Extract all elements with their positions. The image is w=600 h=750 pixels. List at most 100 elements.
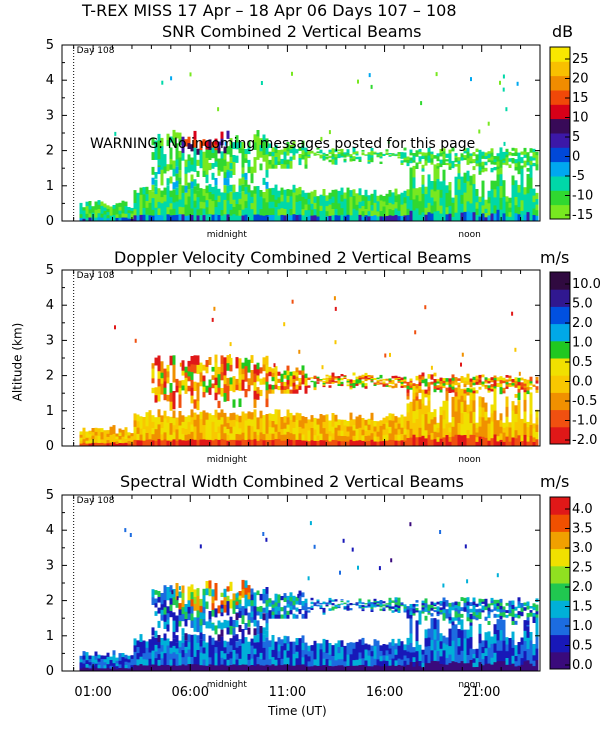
colorbar-frame-2 xyxy=(549,496,571,670)
colorbar-segment xyxy=(550,548,570,567)
x-tick-label: 01:00 xyxy=(74,685,111,700)
colorbar-tick-label: -0.5 xyxy=(572,394,597,409)
noon-label: noon xyxy=(458,680,480,690)
y-tick-label: 4 xyxy=(46,523,54,538)
doppler-units: m/s xyxy=(540,248,570,267)
y-tick-label: 1 xyxy=(46,629,54,644)
x-tick-label: 06:00 xyxy=(172,685,209,700)
colorbar-tick-label: 5 xyxy=(572,130,580,145)
colorbar-tick-label: 10 xyxy=(572,111,589,126)
colorbar-tick-label: 5.0 xyxy=(572,297,593,312)
colorbar-tick-label: 0.5 xyxy=(572,639,593,654)
y-tick-label: 5 xyxy=(46,263,54,278)
colorbar-tick-label: 0.0 xyxy=(572,375,593,390)
colorbar-segment xyxy=(550,514,570,532)
colorbar-segment xyxy=(550,358,570,376)
width-panel-title: Spectral Width Combined 2 Vertical Beams xyxy=(120,472,464,491)
colorbar-segment xyxy=(550,340,570,359)
y-tick-label: 5 xyxy=(46,38,54,53)
colorbar-tick-label: 0 xyxy=(572,150,580,165)
colorbar-segment xyxy=(550,651,570,670)
colorbar-tick-label: 0.0 xyxy=(572,658,593,673)
heatmap-layer xyxy=(79,71,539,672)
snr-panel-title: SNR Combined 2 Vertical Beams xyxy=(162,22,422,41)
colorbar-tick-label: -2.0 xyxy=(572,433,597,448)
colorbar-segment xyxy=(550,272,570,290)
y-tick-label: 3 xyxy=(46,333,54,348)
colorbar-tick-label: 15 xyxy=(572,91,589,106)
midnight-label: midnight xyxy=(207,680,248,690)
x-tick-label: 11:00 xyxy=(269,685,306,700)
colorbar-tick-label: 1.5 xyxy=(572,600,593,615)
colorbar-segment xyxy=(550,531,570,550)
width-units: m/s xyxy=(540,472,570,491)
y-tick-label: 2 xyxy=(46,369,54,384)
colorbar-segment xyxy=(550,118,570,134)
colorbar-segment xyxy=(550,375,570,393)
colorbar-segment xyxy=(550,497,570,515)
colorbar-segment xyxy=(550,104,570,120)
snr-units: dB xyxy=(552,22,574,41)
x-tick-label: 21:00 xyxy=(463,685,500,700)
colorbar-tick-label: -5 xyxy=(572,169,585,184)
colorbar-frame-0 xyxy=(549,46,571,220)
heatmap-panel-2 xyxy=(79,521,539,672)
y-tick-label: 3 xyxy=(46,558,54,573)
colorbar-segment xyxy=(550,61,570,77)
warning-message: WARNING: No incoming messages posted for… xyxy=(90,136,476,152)
noon-label: noon xyxy=(458,455,480,465)
colorbar-tick-label: 25 xyxy=(572,52,589,67)
x-tick-label: 16:00 xyxy=(366,685,403,700)
heatmap-panel-0 xyxy=(79,71,539,222)
y-tick-label: 0 xyxy=(46,664,54,679)
colorbar-segment xyxy=(550,392,570,411)
colorbar-tick-label: 1.0 xyxy=(572,619,593,634)
midnight-label: midnight xyxy=(207,455,248,465)
colorbar-tick-label: -10 xyxy=(572,189,593,204)
y-tick-label: 5 xyxy=(46,488,54,503)
colorbar-tick-label: -15 xyxy=(572,208,593,223)
y-tick-label: 2 xyxy=(46,144,54,159)
colorbar-tick-label: 2.0 xyxy=(572,580,593,595)
colorbar-segment xyxy=(550,634,570,653)
y-tick-label: 0 xyxy=(46,439,54,454)
colorbar-tick-label: 0.5 xyxy=(572,355,593,370)
colorbar-frame-1 xyxy=(549,271,571,445)
colorbar-tick-label: 10.0 xyxy=(572,277,600,292)
colorbar-tick-label: 3.0 xyxy=(572,541,593,556)
colorbar-segment xyxy=(550,133,570,148)
colorbar-segment xyxy=(550,565,570,584)
colorbar-segment xyxy=(550,323,570,342)
colorbar-segment xyxy=(550,426,570,445)
colorbar-tick-label: 2.5 xyxy=(572,561,593,576)
midnight-label: midnight xyxy=(207,230,248,240)
colorbar-segment xyxy=(550,190,570,206)
colorbar-segment xyxy=(550,617,570,636)
noon-label: noon xyxy=(458,230,480,240)
colorbar-segment xyxy=(550,147,570,163)
colorbar-segment xyxy=(550,90,570,105)
y-tick-label: 1 xyxy=(46,179,54,194)
y-tick-label: 4 xyxy=(46,298,54,313)
colorbar-tick-label: 1.0 xyxy=(572,336,593,351)
colorbar-tick-label: 20 xyxy=(572,72,589,87)
y-tick-label: 0 xyxy=(46,214,54,229)
y-tick-label: 1 xyxy=(46,404,54,419)
colorbar-tick-label: 4.0 xyxy=(572,502,593,517)
colorbar-segment xyxy=(550,161,570,177)
colorbar-segment xyxy=(550,306,570,325)
colorbar-segment xyxy=(550,409,570,428)
x-axis-label: Time (UT) xyxy=(268,704,327,718)
colorbar-segment xyxy=(550,600,570,618)
colorbar-segment xyxy=(550,47,570,62)
day-marker-label: Day 108 xyxy=(77,271,115,281)
colorbar-segment xyxy=(550,289,570,307)
colorbar-segment xyxy=(550,176,570,191)
heatmap-panel-1 xyxy=(79,296,539,447)
colorbar-segment xyxy=(550,75,570,91)
y-tick-label: 2 xyxy=(46,594,54,609)
colorbar-segment xyxy=(550,204,570,220)
y-tick-label: 3 xyxy=(46,108,54,123)
